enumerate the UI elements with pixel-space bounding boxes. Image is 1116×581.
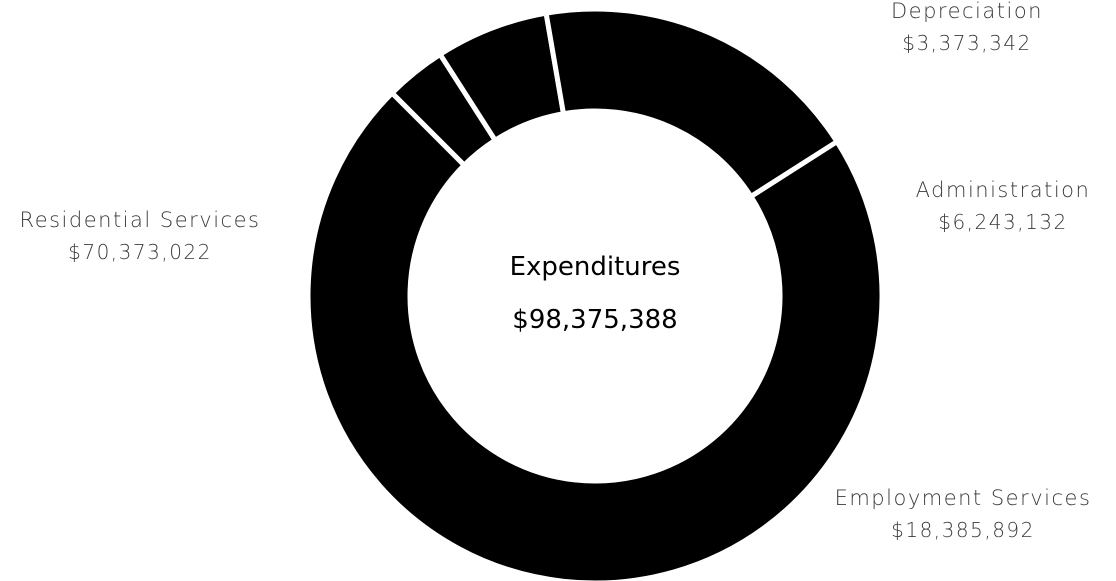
- center-title: Expenditures: [510, 252, 681, 282]
- slice-residential-services: [305, 89, 885, 581]
- slice-label-name: Employment Services: [835, 486, 1092, 510]
- slice-label-name: Residential Services: [20, 208, 261, 232]
- slice-label-residential-services: Residential Services $70,373,022: [20, 208, 261, 264]
- slice-label-value: $3,373,342: [902, 31, 1032, 55]
- slice-label-value: $6,243,132: [938, 210, 1068, 234]
- center-total: $98,375,388: [512, 305, 677, 335]
- slice-label-value: $18,385,892: [891, 518, 1035, 542]
- slice-label-administration: Administration $6,243,132: [916, 178, 1091, 234]
- donut-slices: [305, 6, 885, 581]
- slice-label-name: Administration: [916, 178, 1091, 202]
- slice-label-name: Depreciation: [891, 0, 1043, 23]
- slice-label-employment-services: Employment Services $18,385,892: [835, 486, 1092, 542]
- slice-label-depreciation: Depreciation $3,373,342: [891, 0, 1043, 55]
- slice-label-value: $70,373,022: [68, 240, 212, 264]
